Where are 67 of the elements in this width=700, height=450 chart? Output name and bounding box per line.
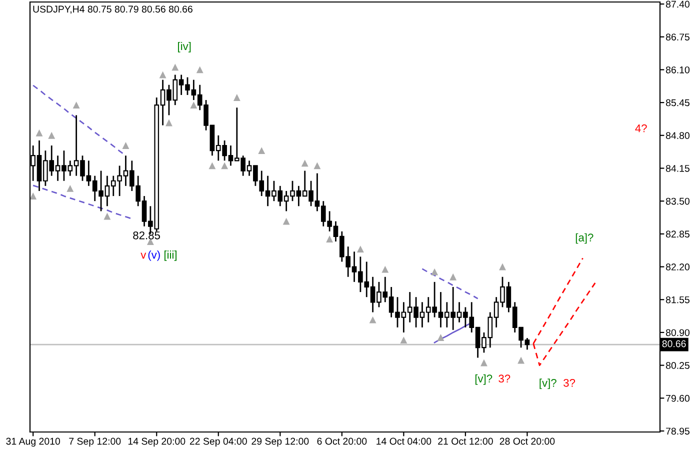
point [159, 71, 166, 78]
point [190, 102, 198, 109]
y-tick-label: 84.15 [666, 164, 690, 172]
x-tick-label: 6 Oct 20:00 [317, 438, 367, 445]
point [314, 162, 321, 170]
point [208, 162, 216, 170]
line-series [422, 268, 478, 300]
point [72, 102, 80, 109]
y-tick-label: 78.95 [666, 428, 690, 435]
y-tick-label: 82.85 [666, 230, 690, 238]
annotation: [v]? [540, 378, 556, 390]
x-tick-label: 29 Sep 12:00 [252, 438, 309, 447]
y-tick-label: 80.25 [666, 362, 690, 369]
point [104, 212, 111, 220]
point [36, 129, 43, 136]
point [196, 66, 204, 74]
annotation: [v]? [475, 374, 492, 385]
line-series [32, 184, 133, 220]
point [282, 218, 290, 225]
point [518, 356, 524, 364]
x-tick-label: 22 Sep 04:00 [190, 438, 247, 447]
x-tick-label: 14 Sep 20:00 [128, 438, 186, 447]
point [356, 246, 364, 253]
point [400, 336, 408, 344]
ref-line-label: 80.66 [662, 340, 686, 348]
point [450, 273, 457, 280]
x-tick-label: 28 Oct 20:00 [500, 438, 555, 445]
y-tick-label: 81.55 [666, 296, 690, 304]
annotation: [a]? [576, 233, 594, 244]
x-tick-label: 21 Oct 12:00 [438, 438, 493, 445]
annotation: 82.85 [133, 231, 160, 240]
point [172, 64, 179, 71]
y-tick-label: 86.10 [666, 66, 690, 74]
point [221, 162, 228, 170]
point [66, 184, 74, 192]
x-tick-label: 31 Aug 2010 [6, 438, 60, 447]
y-tick-label: 83.50 [666, 198, 690, 205]
point [258, 147, 266, 154]
y-tick-label: 84.80 [666, 132, 690, 140]
annotation: [iii] [164, 250, 176, 261]
y-tick-label: 85.45 [666, 99, 690, 106]
point [48, 132, 56, 139]
point [369, 316, 376, 324]
annotation: 3? [564, 378, 576, 387]
point [122, 142, 130, 149]
x-tick-label: 7 Sep 12:00 [69, 438, 121, 447]
point [437, 334, 444, 341]
point [326, 236, 334, 242]
point [166, 119, 172, 126]
y-tick-label: 82.20 [666, 264, 690, 270]
point [233, 94, 240, 101]
point [382, 266, 389, 273]
annotation: [iv] [178, 42, 191, 52]
point [480, 359, 488, 366]
y-tick-label: 86.75 [666, 34, 690, 40]
annotation: 4? [635, 124, 647, 132]
y-tick-label: 87.40 [666, 0, 690, 8]
point [301, 160, 308, 167]
annotation: v [140, 252, 146, 259]
chart-title: USDJPY,H4 80.75 80.79 80.56 80.66 [33, 6, 192, 14]
point [30, 192, 37, 200]
y-tick-label: 80.90 [666, 329, 690, 336]
y-tick-label: 79.60 [666, 394, 690, 402]
annotation: 3? [498, 374, 510, 383]
point [431, 268, 438, 276]
x-tick-label: 14 Oct 04:00 [376, 438, 432, 445]
annotation: (v) [148, 250, 160, 261]
